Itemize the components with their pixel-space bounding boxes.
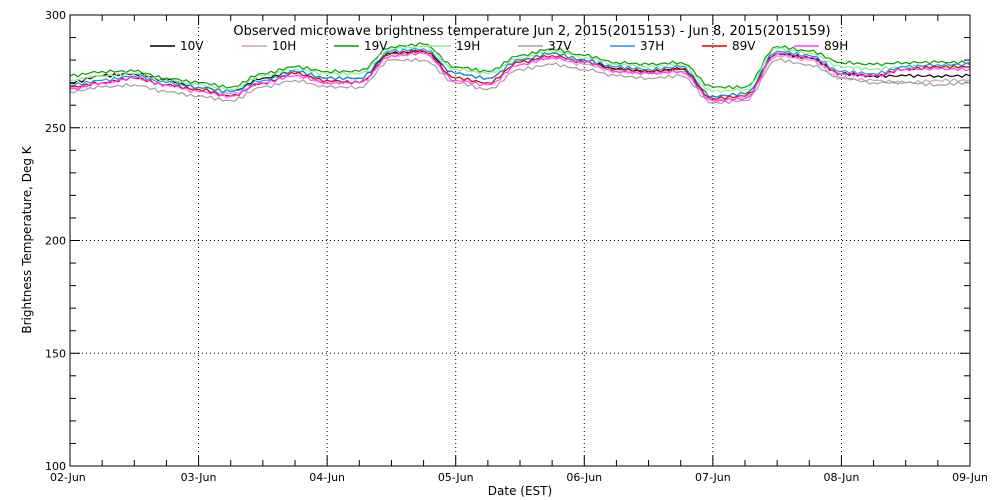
legend-label-89h: 89H	[824, 39, 848, 53]
x-tick-label: 05-Jun	[438, 471, 474, 484]
legend-label-19h: 19H	[456, 39, 480, 53]
x-tick-label: 04-Jun	[309, 471, 345, 484]
legend-label-89v: 89V	[732, 39, 756, 53]
series-lines	[69, 42, 971, 105]
minor-ticks	[69, 14, 971, 467]
x-tick-label: 08-Jun	[824, 471, 860, 484]
x-axis-ticks: 02-Jun 03-Jun 04-Jun 05-Jun 06-Jun 07-Jun 08-J…	[50, 471, 988, 484]
series-line-37v	[69, 57, 971, 105]
legend-label-37h: 37H	[640, 39, 664, 53]
y-tick-label: 300	[45, 9, 66, 22]
legend-label-37v: 37V	[548, 39, 572, 53]
legend-label-10v: 10V	[180, 39, 204, 53]
series-line-19v	[69, 42, 971, 90]
y-tick-label: 250	[45, 122, 66, 135]
legend: 10V 10H 19V 19H 37V 37H 89V 89H	[150, 39, 848, 53]
y-tick-label: 200	[45, 235, 66, 248]
x-tick-label: 07-Jun	[695, 471, 731, 484]
chart-title: Observed microwave brightness temperatur…	[233, 24, 830, 39]
series-line-89h	[69, 51, 971, 102]
y-tick-label: 150	[45, 347, 66, 360]
y-axis-ticks: 100 150 200 250 300	[45, 9, 66, 473]
x-tick-label: 06-Jun	[566, 471, 602, 484]
x-axis-title: Date (EST)	[488, 484, 552, 498]
y-tick-label: 100	[45, 460, 66, 473]
series-line-37h	[69, 47, 971, 99]
series-line-19h	[69, 45, 971, 94]
plot-frame	[69, 14, 971, 467]
legend-label-10h: 10H	[272, 39, 296, 53]
x-tick-label: 03-Jun	[181, 471, 217, 484]
legend-label-19v: 19V	[364, 39, 388, 53]
x-tick-label: 09-Jun	[952, 471, 988, 484]
x-tick-label: 02-Jun	[50, 471, 86, 484]
y-axis-title: Brightness Temperature, Deg K	[20, 145, 34, 333]
